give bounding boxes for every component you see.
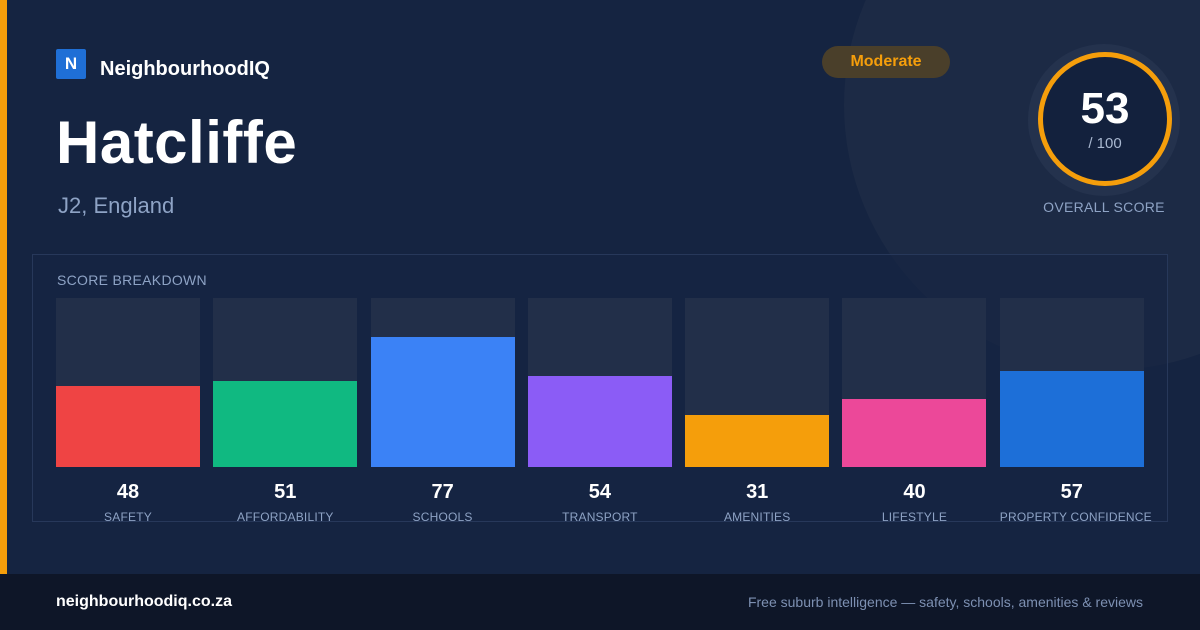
bar-track <box>685 298 830 467</box>
bar-value: 31 <box>746 481 769 503</box>
bar-label: SCHOOLS <box>412 510 473 524</box>
bar-track <box>842 298 987 467</box>
brand[interactable]: N NeighbourhoodIQ <box>56 46 270 81</box>
bar-fill <box>370 336 515 467</box>
score-breakdown-panel: SCORE BREAKDOWN 48 SAFETY 51 AFFORDABILITY 7… <box>32 254 1168 524</box>
rating-badge: Moderate <box>822 46 950 78</box>
bar-label: AMENITIES <box>723 510 791 524</box>
bar-label: SAFETY <box>104 510 152 524</box>
breakdown-item-lifestyle: 40 LIFESTYLE <box>842 298 987 524</box>
footer: neighbourhoodiq.co.za Free suburb intell… <box>0 574 1200 630</box>
overall-score-value: 53 <box>1080 83 1130 133</box>
bar-value: 48 <box>116 481 140 503</box>
bar-fill <box>56 385 200 467</box>
footer-tagline: Free suburb intelligence — safety, schoo… <box>747 594 1143 610</box>
bar-value: 57 <box>1060 481 1083 503</box>
overall-score-denominator: / 100 <box>1088 134 1122 152</box>
overall-score-label: OVERALL SCORE <box>1043 199 1165 215</box>
footer-url[interactable]: neighbourhoodiq.co.za <box>56 593 232 610</box>
share-card: N NeighbourhoodIQ Hatcliffe J2, England … <box>0 0 1180 574</box>
place-region: J2, England <box>58 193 175 218</box>
breakdown-item-transport: 54 TRANSPORT <box>527 298 672 524</box>
bar-track <box>213 298 358 467</box>
overall-score-gauge: 53 / 100 <box>1028 44 1180 196</box>
bar-fill <box>527 375 672 467</box>
bar-track <box>370 298 515 467</box>
bar-track <box>999 298 1144 467</box>
breakdown-item-property-confidence: 57 PROPERTY CONFIDENCE <box>999 298 1152 524</box>
bar-fill <box>213 380 358 467</box>
bar-label: PROPERTY CONFIDENCE <box>999 510 1152 524</box>
breakdown-item-amenities: 31 AMENITIES <box>685 298 830 524</box>
breakdown-item-affordability: 51 AFFORDABILITY <box>213 298 358 524</box>
breakdown-title: SCORE BREAKDOWN <box>57 272 207 288</box>
bar-track <box>56 298 200 467</box>
brand-name: NeighbourhoodIQ <box>100 58 270 80</box>
breakdown-item-safety: 48 SAFETY <box>56 298 200 524</box>
bar-value: 51 <box>274 481 297 503</box>
breakdown-item-schools: 77 SCHOOLS <box>370 298 515 524</box>
brand-logo-icon: N <box>56 48 86 79</box>
bar-fill <box>999 370 1144 467</box>
bar-value: 77 <box>431 481 454 503</box>
bar-label: TRANSPORT <box>562 510 638 524</box>
bar-value: 40 <box>903 481 926 503</box>
bar-fill <box>685 414 830 467</box>
accent-bar <box>0 0 7 574</box>
score-ring: 53 / 100 <box>1038 52 1172 186</box>
bar-label: LIFESTYLE <box>881 510 948 524</box>
bar-fill <box>842 399 987 467</box>
breakdown-bars: 48 SAFETY 51 AFFORDABILITY 77 SCHOOLS 54 TRANSP… <box>56 298 1152 524</box>
place-name: Hatcliffe <box>56 109 298 176</box>
bar-label: AFFORDABILITY <box>236 510 334 524</box>
bar-value: 54 <box>588 481 612 503</box>
bar-track <box>527 298 672 467</box>
